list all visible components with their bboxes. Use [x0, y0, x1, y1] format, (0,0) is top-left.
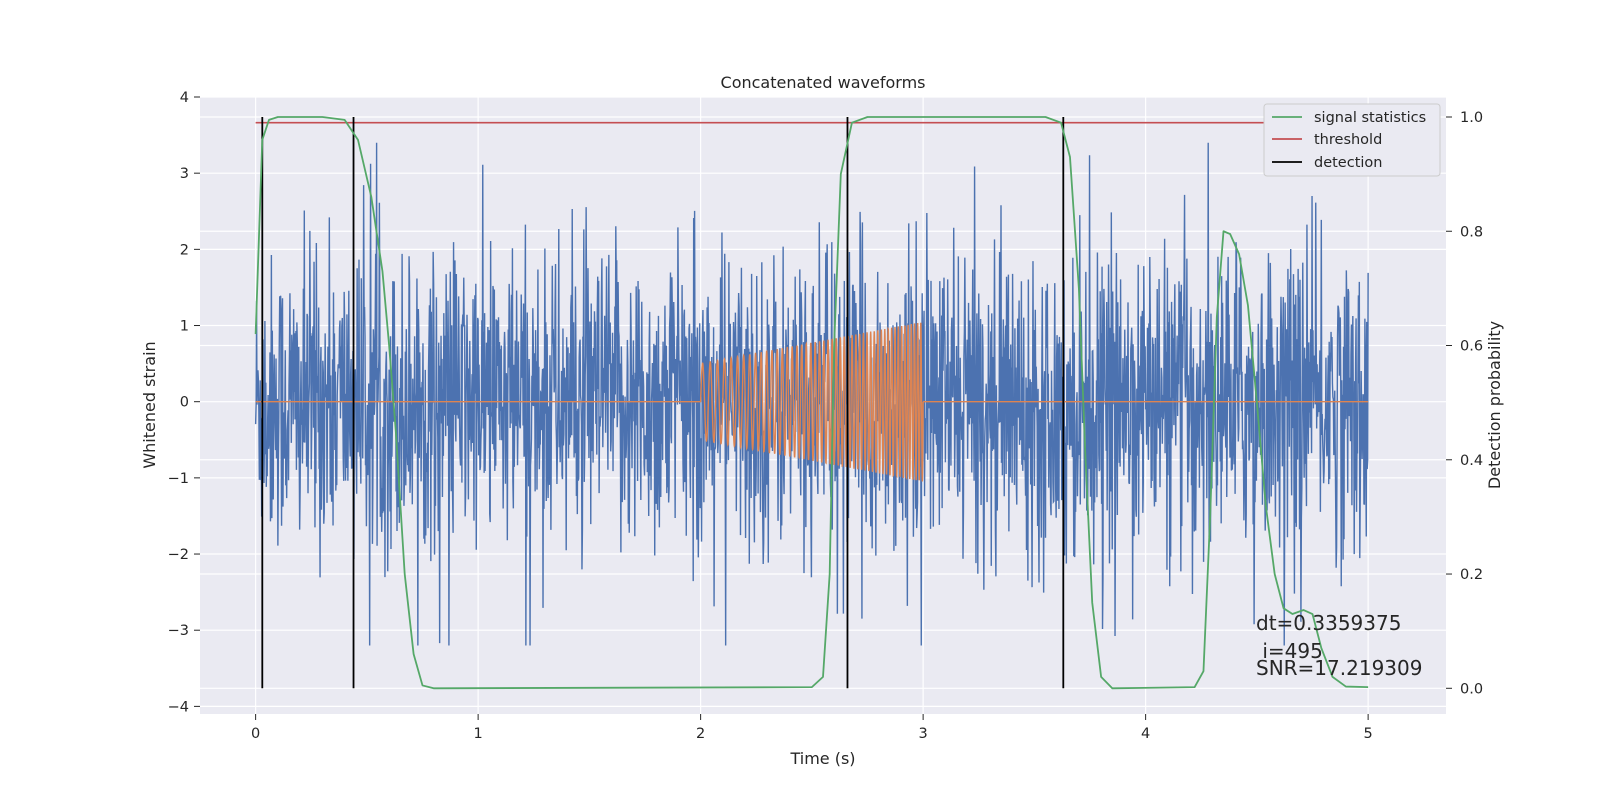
y-right-tick-label: 0.4 — [1460, 453, 1483, 469]
y-tick-label: 1 — [180, 319, 189, 335]
x-tick-label: 4 — [1141, 726, 1150, 742]
x-tick-label: 3 — [919, 726, 928, 742]
y-tick-label: 0 — [180, 395, 189, 411]
legend-label-detection: detection — [1314, 155, 1382, 171]
x-tick-label: 1 — [474, 726, 483, 742]
legend-box — [1263, 103, 1441, 177]
x-tick-label: 5 — [1364, 726, 1373, 742]
signal-statistics-line — [254, 116, 1369, 690]
y-right-axis-title: Detection probability — [1485, 321, 1504, 489]
chart-title: Concatenated waveforms — [721, 73, 926, 92]
annotation-snr: SNR=17.219309 — [1256, 656, 1422, 680]
legend-label-signal-statistics: signal statistics — [1314, 110, 1426, 126]
y-tick-label: −4 — [168, 699, 189, 715]
y-tick-label: 2 — [180, 242, 189, 258]
y-right-tick-label: 0.0 — [1460, 681, 1483, 697]
chirp-series-line — [255, 322, 1369, 482]
y-right-tick-label: 1.0 — [1460, 110, 1483, 126]
y-tick-label: 3 — [180, 166, 189, 182]
annotation-dt: dt=0.3359375 — [1256, 611, 1401, 635]
tick-layer: 0 1 2 3 4 5 −4 −3 −2 −1 0 1 2 3 4 0.0 0.2 0.4 0.6 0.8 1.0 — [168, 90, 1483, 742]
x-tick-label: 2 — [696, 726, 705, 742]
y-tick-label: −2 — [168, 547, 189, 563]
x-tick-label: 0 — [251, 726, 260, 742]
legend-label-threshold: threshold — [1314, 132, 1382, 148]
y-tick-label: −1 — [168, 471, 189, 487]
y-tick-label: 4 — [180, 90, 189, 106]
y-axis-title: Whitened strain — [140, 341, 159, 468]
chirp-layer — [255, 322, 1369, 482]
legend: signal statistics threshold detection — [1263, 103, 1441, 177]
y-tick-label: −3 — [168, 623, 189, 639]
right-series-layer — [254, 116, 1369, 690]
y-right-tick-label: 0.6 — [1460, 339, 1483, 355]
annotation-i: i=495 — [1256, 639, 1323, 663]
y-right-tick-label: 0.2 — [1460, 567, 1483, 583]
x-axis-title: Time (s) — [789, 749, 855, 768]
y-right-tick-label: 0.8 — [1460, 224, 1483, 240]
annotation-block: dt=0.3359375 i=495 SNR=17.219309 — [1256, 611, 1422, 680]
